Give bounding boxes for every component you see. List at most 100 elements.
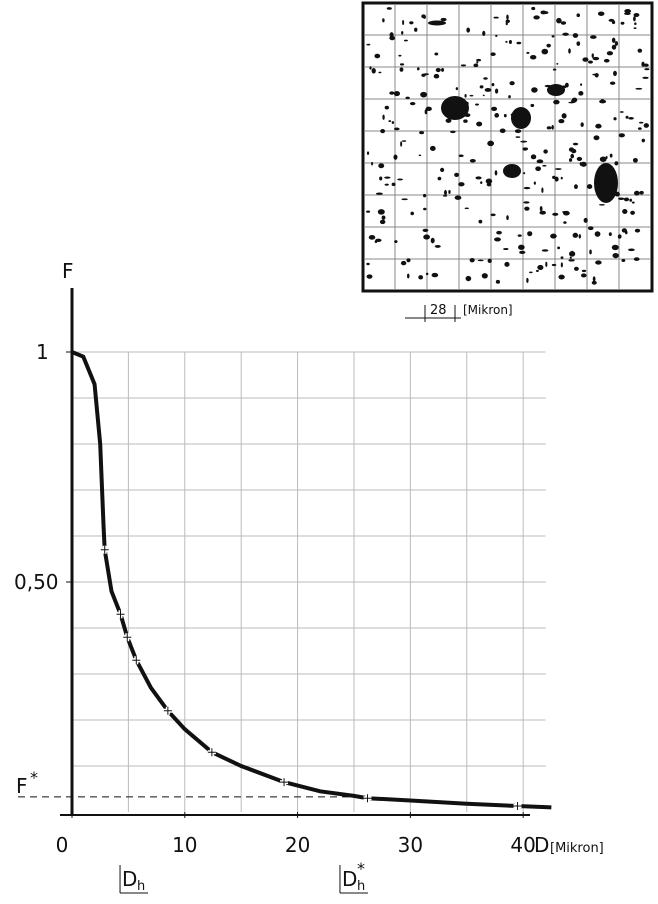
particle [593, 276, 596, 281]
particle [414, 28, 417, 32]
particle [420, 92, 427, 98]
x-tick-label: 20 [285, 833, 310, 857]
particle [473, 63, 478, 67]
micrograph-frame [363, 3, 652, 291]
particle [592, 53, 594, 58]
particle [483, 77, 487, 79]
particle [612, 45, 616, 50]
particle [582, 57, 588, 61]
particle [490, 52, 495, 56]
x-tick-label: 0 [56, 833, 69, 857]
particle [595, 124, 601, 129]
particle [613, 71, 617, 76]
particle [367, 151, 369, 155]
particle [520, 141, 527, 143]
particle [550, 234, 557, 239]
dh-sub: h [357, 879, 365, 894]
particle [604, 59, 610, 63]
particle [539, 211, 545, 215]
particle [609, 232, 612, 236]
particle [610, 154, 613, 158]
point-cross [364, 794, 372, 802]
particle [443, 195, 447, 197]
particle [569, 158, 572, 162]
particle [438, 177, 442, 181]
particle [592, 281, 597, 285]
particle [595, 231, 601, 236]
particle [495, 89, 498, 94]
particle [398, 55, 401, 57]
particle [598, 11, 605, 15]
particle [366, 210, 370, 212]
particle [392, 121, 394, 124]
particle [515, 136, 520, 138]
particle [389, 91, 394, 94]
particle [450, 131, 456, 134]
particle [482, 273, 488, 278]
particle [624, 12, 631, 15]
particle [531, 87, 538, 92]
particle [394, 91, 400, 96]
particle [423, 229, 429, 232]
particle [621, 22, 625, 25]
particle [565, 83, 569, 88]
particle [393, 154, 397, 159]
x-axis-unit: [Mikron] [550, 841, 604, 856]
particle [626, 116, 629, 119]
particle [621, 259, 625, 262]
particle [435, 245, 441, 248]
particle [406, 258, 410, 262]
particle [570, 257, 572, 259]
particle [372, 68, 376, 74]
particle [633, 158, 638, 163]
particle [629, 199, 632, 202]
particle [466, 276, 472, 281]
particle [615, 162, 618, 165]
particle [436, 68, 441, 72]
dh-sup: * [357, 859, 365, 878]
particle [582, 270, 586, 272]
f-star-sup: * [30, 768, 38, 787]
particle [454, 173, 459, 177]
particle [584, 218, 588, 223]
particle [573, 233, 579, 238]
particle [441, 96, 469, 120]
particle [509, 81, 514, 85]
x-tick-label: 30 [398, 833, 423, 857]
particle [378, 72, 381, 74]
particle [570, 154, 574, 159]
particle [545, 262, 547, 267]
particle [503, 164, 521, 178]
particle [376, 192, 383, 194]
particle [410, 102, 415, 105]
particle [385, 184, 389, 186]
particle [607, 51, 613, 55]
particle [556, 18, 562, 24]
particle [486, 178, 492, 183]
particle [475, 104, 479, 106]
particle [541, 49, 548, 55]
particle [410, 212, 414, 216]
particle [599, 100, 606, 104]
particle [478, 260, 484, 262]
particle [533, 15, 539, 19]
particle [518, 234, 522, 236]
particle [503, 248, 508, 250]
particle [620, 111, 624, 113]
particle [552, 264, 557, 266]
point-cross [101, 546, 109, 554]
particle [434, 53, 438, 56]
particle [480, 85, 484, 88]
particle [490, 214, 495, 217]
particle [418, 275, 423, 279]
particle [423, 235, 430, 240]
particle [574, 267, 579, 271]
particle [392, 183, 396, 186]
particle [553, 100, 559, 105]
particle [544, 11, 549, 14]
particle [509, 40, 512, 44]
particle [612, 245, 619, 250]
particle [385, 106, 389, 110]
particle [401, 198, 407, 200]
particle [644, 123, 649, 128]
